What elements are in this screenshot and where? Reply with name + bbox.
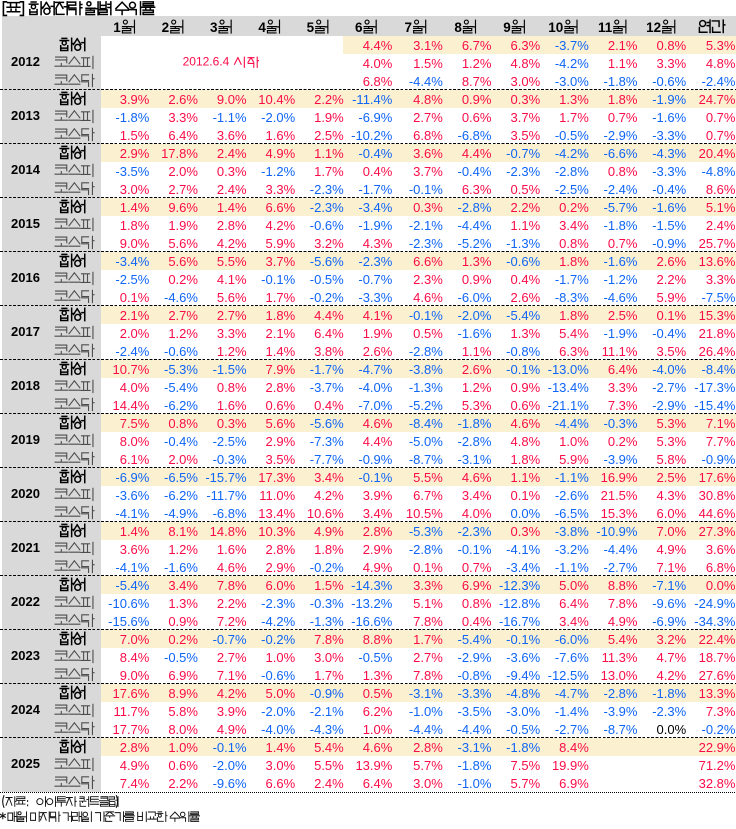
svg-text:3: 3 bbox=[210, 20, 218, 35]
svg-text:4: 4 bbox=[258, 20, 266, 35]
svg-text:2012.6.4: 2012.6.4 bbox=[183, 54, 230, 68]
svg-text:9: 9 bbox=[503, 20, 511, 35]
svg-text:10: 10 bbox=[548, 20, 563, 35]
svg-text:7: 7 bbox=[405, 20, 413, 35]
svg-text:8: 8 bbox=[454, 20, 462, 35]
svg-text:2: 2 bbox=[162, 20, 170, 35]
svg-text:5: 5 bbox=[307, 20, 315, 35]
svg-text:1: 1 bbox=[113, 20, 121, 35]
svg-text:12: 12 bbox=[646, 20, 661, 35]
svg-text:11: 11 bbox=[598, 20, 613, 35]
svg-text:6: 6 bbox=[355, 20, 363, 35]
